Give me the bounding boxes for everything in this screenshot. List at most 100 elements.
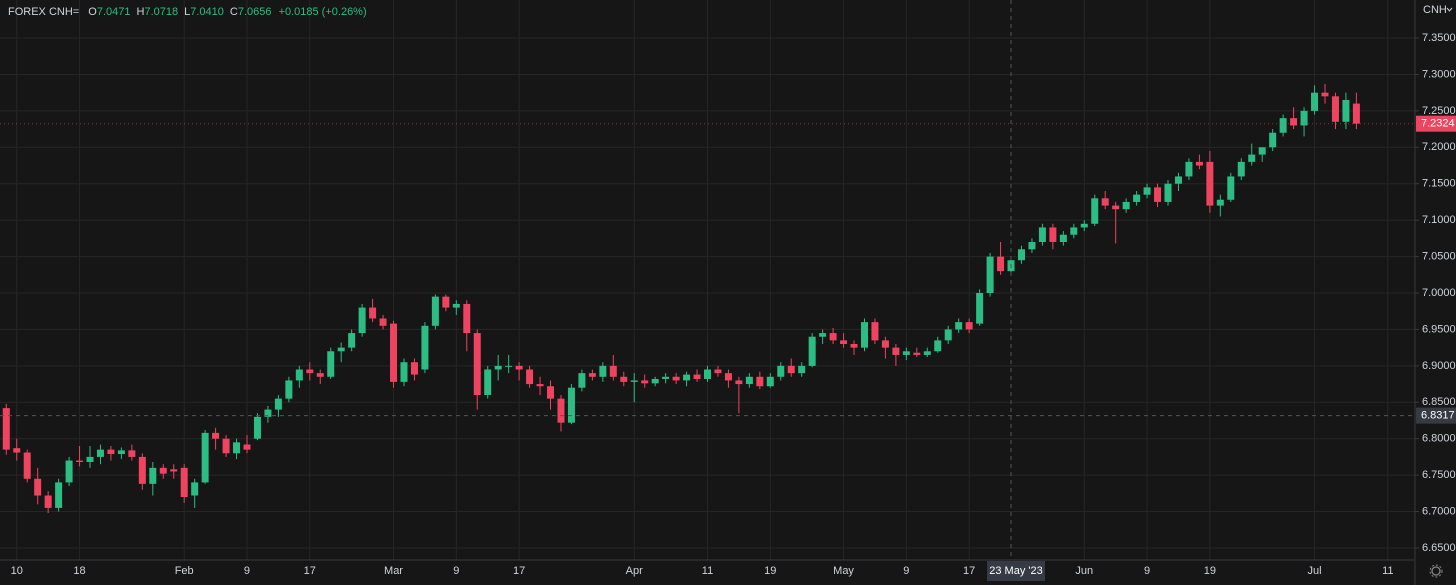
x-tick-label: Apr — [626, 565, 643, 577]
settings-icon[interactable] — [1429, 564, 1443, 578]
candle-body — [191, 482, 199, 496]
candle-body — [798, 365, 806, 374]
currency[interactable]: CNH — [1423, 4, 1447, 16]
candle-body — [881, 340, 889, 348]
candle-body — [609, 365, 617, 377]
candle-body — [693, 374, 701, 379]
candle-body — [871, 322, 879, 341]
legend-value: 7.0410 — [190, 6, 224, 18]
candle-body — [1017, 249, 1025, 261]
candle-body — [264, 409, 272, 417]
candle-body — [379, 318, 387, 326]
last-price-tag — [1416, 115, 1456, 132]
candle-body — [1300, 110, 1308, 126]
candle-body — [34, 478, 42, 496]
candle-body — [138, 456, 146, 484]
candle-body — [128, 450, 136, 457]
currency-caret[interactable] — [1446, 7, 1453, 12]
x-tick-label: 11 — [1382, 565, 1393, 577]
candle-body — [86, 456, 94, 463]
candle-body — [1174, 176, 1182, 184]
x-tick-label: 19 — [1204, 565, 1216, 577]
y-tick-label: 7.3500 — [1422, 32, 1456, 44]
candle-body — [860, 322, 868, 348]
y-tick-label: 6.8000 — [1422, 433, 1456, 445]
candle-body — [808, 336, 816, 366]
candle-body — [745, 376, 753, 385]
candle-body — [997, 256, 1005, 272]
candle-body — [442, 296, 450, 308]
candle-body — [13, 448, 21, 453]
candle-body — [913, 352, 921, 355]
candle-body — [1091, 198, 1099, 224]
y-tick-label: 6.7000 — [1422, 505, 1456, 517]
candle-body — [452, 303, 460, 308]
candle-body — [494, 365, 502, 370]
legend-value: 7.0718 — [144, 6, 178, 18]
candle-body — [1321, 92, 1329, 97]
candle-body — [1206, 161, 1214, 206]
candle-body — [902, 351, 910, 355]
candle-body — [410, 362, 418, 375]
candle-body — [222, 438, 230, 454]
grid — [0, 0, 1415, 560]
candle-body — [107, 449, 115, 455]
last-price-label: 7.2324 — [1421, 118, 1455, 130]
candle-body — [212, 432, 220, 439]
legend-value: 7.0471 — [97, 6, 131, 18]
candle-body — [1290, 118, 1298, 126]
candle-body — [505, 365, 513, 367]
candle-body — [1311, 92, 1319, 111]
crosshair-date-tag — [987, 561, 1046, 581]
candle-body — [1279, 118, 1287, 133]
x-tick-label: 17 — [304, 565, 316, 577]
candle-body — [1164, 183, 1172, 202]
candle-body — [965, 322, 973, 330]
candle-body — [358, 307, 366, 334]
candle-body — [766, 376, 774, 387]
candle-body — [1216, 199, 1224, 206]
candle-body — [295, 369, 303, 381]
change: +0.0185 (+0.26%) — [279, 6, 367, 18]
candle-body — [724, 373, 732, 381]
candle-body — [1269, 132, 1277, 148]
candle-body — [1049, 227, 1057, 243]
candle-body — [473, 333, 481, 395]
x-tick-label: 18 — [73, 565, 85, 577]
x-tick-label: 10 — [11, 565, 23, 577]
chart-header: FOREX CNH= O7.0471 H7.0718 L7.0410 C7.0656 … — [8, 6, 367, 18]
legend-label: H — [137, 6, 145, 18]
candle-body — [348, 333, 356, 348]
candle-body — [651, 378, 659, 384]
x-tick-label: 11 — [702, 565, 713, 577]
x-tick-label: Jul — [1307, 565, 1321, 577]
candle-body — [44, 495, 52, 508]
y-tick-label: 6.6500 — [1422, 542, 1456, 554]
y-axis-panel — [1415, 0, 1456, 585]
x-tick-label: 17 — [513, 565, 525, 577]
candle-body — [662, 376, 670, 379]
candle-body — [1195, 161, 1203, 166]
candle-body — [390, 323, 398, 382]
candle-body — [829, 333, 837, 341]
candle-body — [1227, 176, 1235, 200]
candle-body — [463, 303, 471, 334]
symbol: FOREX CNH= — [8, 6, 79, 18]
crosshair-price-tag — [1416, 407, 1456, 424]
candle-body — [96, 449, 104, 457]
candle-body — [557, 398, 565, 423]
candle-body — [735, 380, 743, 385]
x-tick-label: 9 — [903, 565, 909, 577]
candle-body — [944, 329, 952, 341]
x-tick-label: 9 — [244, 565, 250, 577]
candle-body — [620, 376, 628, 382]
candle-body — [536, 384, 544, 387]
candle-body — [840, 340, 848, 344]
candle-body — [484, 369, 492, 395]
candle-body — [1070, 227, 1078, 235]
y-tick-label: 6.9500 — [1422, 323, 1456, 335]
candle-body — [850, 343, 858, 348]
candle-body — [1237, 161, 1245, 177]
candle-body — [1059, 234, 1067, 243]
